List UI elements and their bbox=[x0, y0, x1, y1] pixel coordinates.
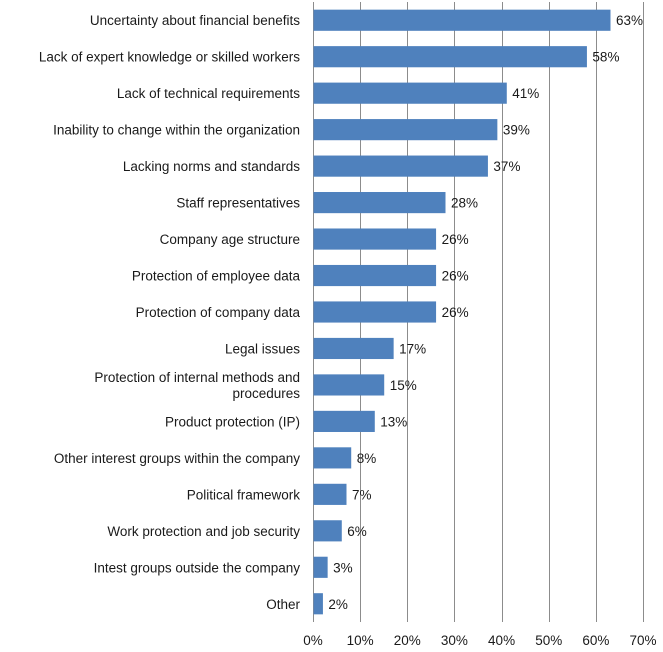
data-label: 26% bbox=[442, 305, 469, 320]
category-label: Staff representatives bbox=[176, 196, 300, 211]
data-label: 7% bbox=[352, 487, 372, 502]
bar bbox=[313, 301, 437, 323]
x-tick-label: 40% bbox=[488, 633, 515, 648]
category-label-line: Lack of expert knowledge or skilled work… bbox=[39, 50, 300, 65]
category-label-line: procedures bbox=[232, 386, 300, 401]
category-labels: Uncertainty about financial benefits Lack… bbox=[39, 13, 301, 612]
category-label-line: Political framework bbox=[187, 487, 301, 502]
data-label: 41% bbox=[512, 86, 539, 101]
category-label: Inability to change within the organizat… bbox=[53, 123, 300, 138]
data-labels: 63% 58% 41% 39% 37% 28% 26% 26% 26% 17% 15% 13% 8% 7%… bbox=[328, 13, 643, 612]
category-label-line: Staff representatives bbox=[176, 196, 300, 211]
category-label-line: Lack of technical requirements bbox=[117, 86, 300, 101]
category-label: Intest groups outside the company bbox=[94, 560, 301, 575]
x-tick-label: 10% bbox=[347, 633, 374, 648]
x-axis-tick-labels: 0% 10% 20% 30% 40% 50% 60% 70% bbox=[303, 633, 656, 648]
data-label: 8% bbox=[357, 451, 377, 466]
data-label: 37% bbox=[493, 159, 520, 174]
x-tick-label: 60% bbox=[582, 633, 609, 648]
bar bbox=[313, 9, 611, 31]
category-label-line: Company age structure bbox=[160, 232, 300, 247]
category-label-line: Legal issues bbox=[225, 341, 300, 356]
category-label-line: Intest groups outside the company bbox=[94, 560, 301, 575]
data-label: 17% bbox=[399, 341, 426, 356]
bars bbox=[313, 9, 611, 615]
data-label: 39% bbox=[503, 123, 530, 138]
category-label-line: Lacking norms and standards bbox=[123, 159, 300, 174]
category-label: Uncertainty about financial benefits bbox=[90, 13, 300, 28]
category-label: Lacking norms and standards bbox=[123, 159, 300, 174]
data-label: 28% bbox=[451, 196, 478, 211]
data-label: 26% bbox=[442, 232, 469, 247]
bar bbox=[313, 556, 328, 578]
bar bbox=[313, 337, 394, 360]
bar bbox=[313, 374, 385, 396]
category-label: Work protection and job security bbox=[107, 524, 300, 539]
category-label-line: Other bbox=[266, 597, 300, 612]
category-label: Company age structure bbox=[160, 232, 300, 247]
bar bbox=[313, 82, 507, 104]
bar bbox=[313, 447, 352, 469]
bar bbox=[313, 483, 347, 505]
data-label: 6% bbox=[347, 524, 367, 539]
category-label-line: Other interest groups within the company bbox=[54, 451, 300, 466]
category-label: Protection of employee data bbox=[132, 269, 301, 284]
x-tick-label: 70% bbox=[629, 633, 656, 648]
data-label: 2% bbox=[328, 597, 348, 612]
category-label: Protection of internal methods and proced… bbox=[94, 370, 300, 401]
category-label: Product protection (IP) bbox=[165, 414, 300, 429]
bar bbox=[313, 264, 437, 287]
category-label: Political framework bbox=[187, 487, 301, 502]
data-label: 26% bbox=[442, 269, 469, 284]
category-label-line: Protection of internal methods and bbox=[94, 370, 300, 385]
category-label: Other interest groups within the company bbox=[54, 451, 300, 466]
bar bbox=[313, 192, 446, 214]
category-label: Lack of expert knowledge or skilled work… bbox=[39, 50, 300, 65]
x-tick-label: 30% bbox=[441, 633, 468, 648]
category-label-line: Product protection (IP) bbox=[165, 414, 300, 429]
bar bbox=[313, 593, 323, 615]
data-label: 63% bbox=[616, 13, 643, 28]
category-label-line: Uncertainty about financial benefits bbox=[90, 13, 300, 28]
category-label: Protection of company data bbox=[136, 305, 301, 320]
bar bbox=[313, 46, 587, 68]
bar bbox=[313, 228, 437, 250]
category-label-line: Protection of company data bbox=[136, 305, 301, 320]
x-tick-label: 20% bbox=[394, 633, 421, 648]
category-label-line: Work protection and job security bbox=[107, 524, 300, 539]
data-label: 58% bbox=[592, 50, 619, 65]
x-tick-label: 0% bbox=[303, 633, 323, 648]
x-tick-label: 50% bbox=[535, 633, 562, 648]
bar bbox=[313, 155, 488, 177]
category-label: Legal issues bbox=[225, 341, 300, 356]
category-label: Other bbox=[266, 597, 300, 612]
category-label: Lack of technical requirements bbox=[117, 86, 300, 101]
bar bbox=[313, 119, 498, 141]
bar bbox=[313, 410, 375, 432]
bar bbox=[313, 520, 342, 542]
data-label: 3% bbox=[333, 560, 353, 575]
data-label: 13% bbox=[380, 414, 407, 429]
category-label-line: Protection of employee data bbox=[132, 269, 301, 284]
category-label-line: Inability to change within the organizat… bbox=[53, 123, 300, 138]
data-label: 15% bbox=[390, 378, 417, 393]
